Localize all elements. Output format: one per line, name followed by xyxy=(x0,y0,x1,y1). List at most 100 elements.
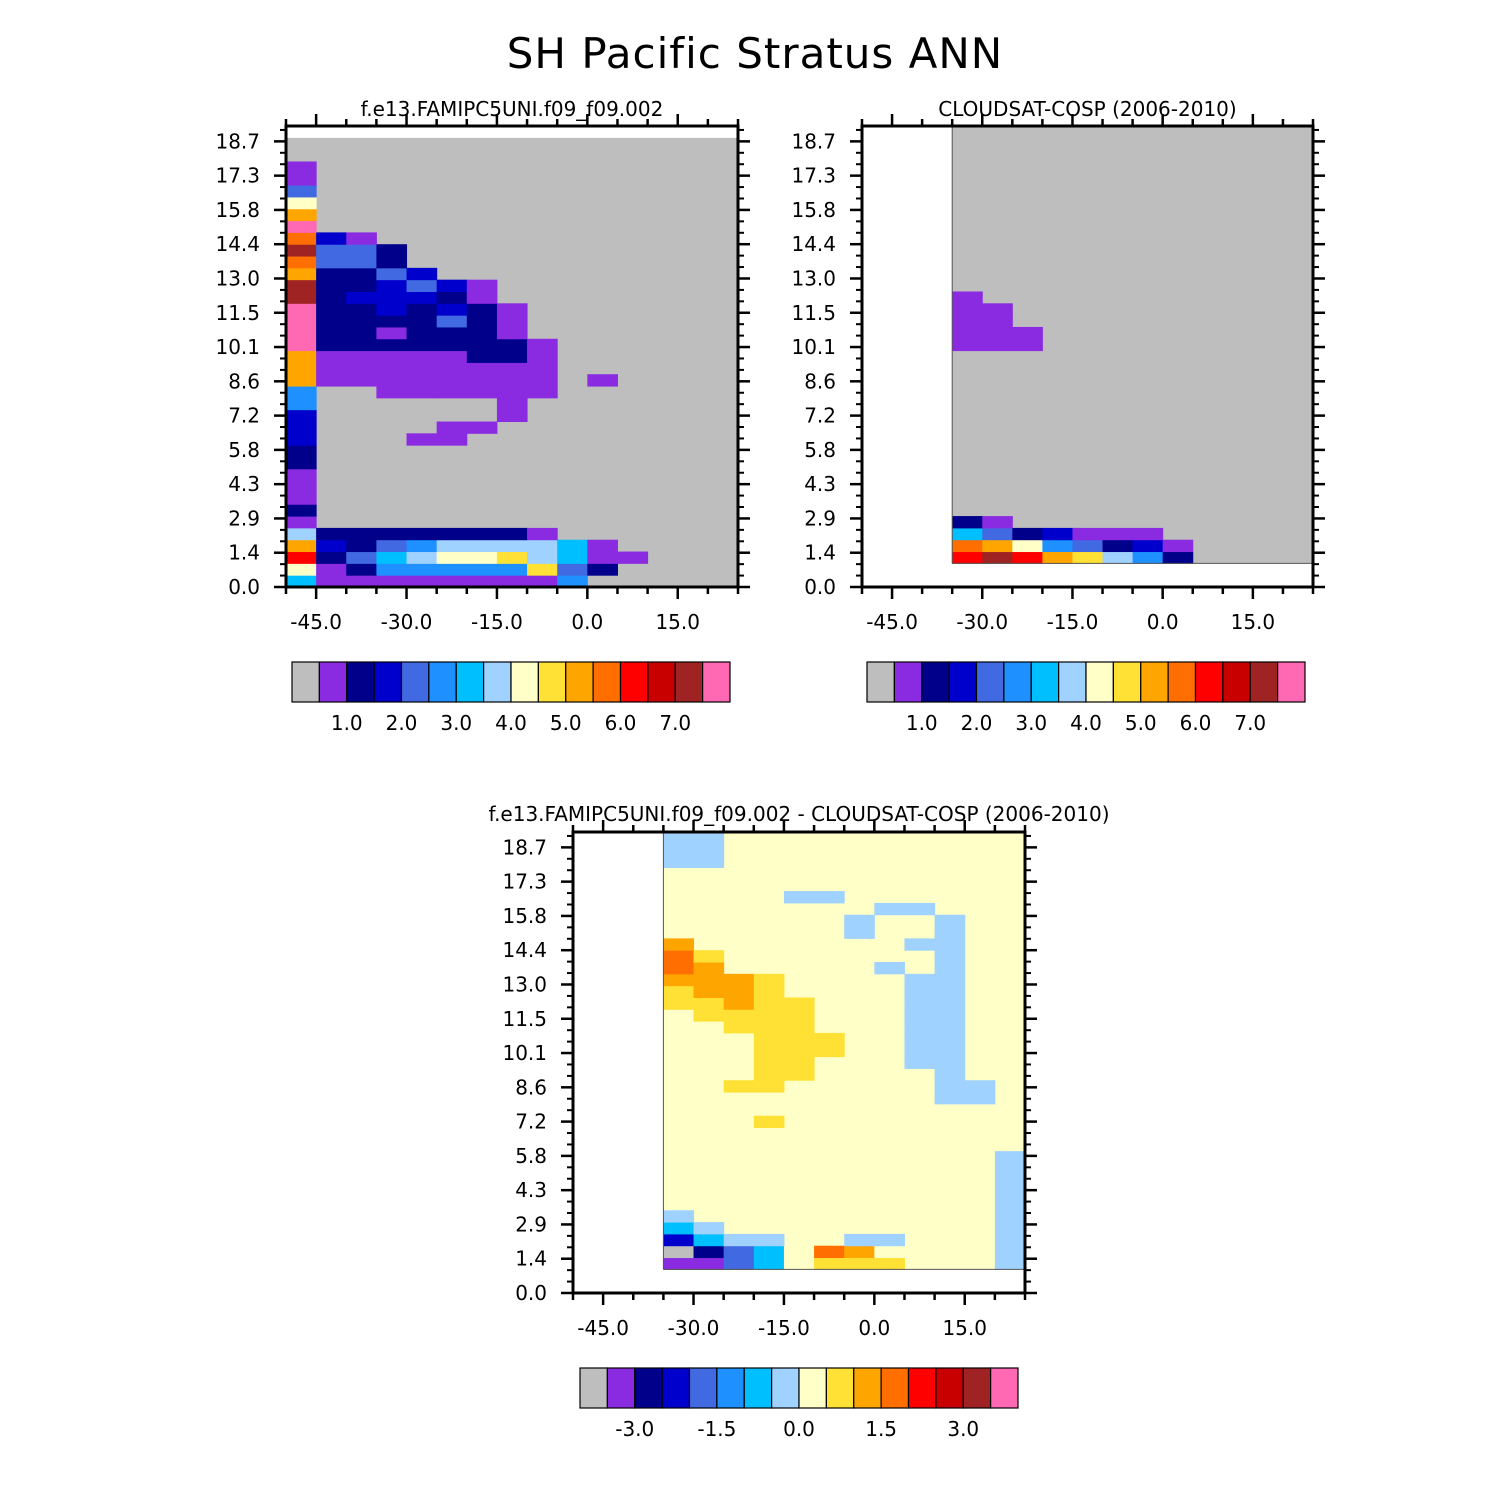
y-tick-label: 10.1 xyxy=(791,335,836,359)
y-tick-label: 10.1 xyxy=(502,1041,547,1065)
heatmap-cell xyxy=(286,563,317,576)
heatmap-cell xyxy=(436,291,468,304)
heatmap-cell xyxy=(316,315,438,328)
heatmap-cell xyxy=(286,551,317,564)
y-tick-label: 15.8 xyxy=(502,904,547,928)
heatmap-cell xyxy=(346,291,377,304)
heatmap-cell xyxy=(286,409,317,423)
heatmap-cell xyxy=(346,563,377,576)
colorbar-swatch xyxy=(702,661,731,703)
colorbar-swatch xyxy=(798,1367,827,1409)
colorbar-label: 3.0 xyxy=(1015,711,1047,735)
heatmap-cell xyxy=(496,539,528,553)
heatmap-cell xyxy=(466,539,498,553)
heatmap-cell xyxy=(316,350,468,363)
panel-title: f.e13.FAMIPC5UNI.f09_f09.002 xyxy=(361,97,664,121)
heatmap-cell xyxy=(904,973,966,987)
heatmap-cell xyxy=(934,950,966,963)
heatmap-cell xyxy=(316,362,558,375)
colorbar-swatch xyxy=(592,661,622,703)
colorbar-swatch xyxy=(606,1367,636,1409)
heatmap-cell xyxy=(316,244,377,257)
y-tick-label: 5.8 xyxy=(228,438,260,462)
heatmap-cell xyxy=(406,551,438,564)
heatmap-cell xyxy=(904,1021,966,1034)
colorbar-swatch xyxy=(346,661,375,703)
x-tick-label: -30.0 xyxy=(668,1316,720,1340)
heatmap-cell xyxy=(346,539,377,553)
y-tick-label: 8.6 xyxy=(228,369,260,393)
heatmap-cell xyxy=(982,516,1013,529)
heatmap-cell xyxy=(934,938,966,951)
colorbar-swatch xyxy=(962,1367,992,1409)
heatmap-cell xyxy=(663,950,695,963)
y-tick-label: 7.2 xyxy=(804,404,836,428)
x-tick-label: 15.0 xyxy=(942,1316,987,1340)
y-tick-label: 5.8 xyxy=(515,1144,547,1168)
colorbar-label: 5.0 xyxy=(550,711,582,735)
colorbar-label: 7.0 xyxy=(659,711,691,735)
heatmap-cell xyxy=(286,244,317,257)
heatmap-cell xyxy=(994,1222,1026,1235)
heatmap-cell xyxy=(286,374,317,387)
colorbar-swatch xyxy=(579,1367,608,1409)
heatmap-cell xyxy=(663,973,695,987)
y-tick-label: 1.4 xyxy=(228,541,260,565)
heatmap-cell xyxy=(723,1080,785,1093)
heatmap-cell xyxy=(753,1032,785,1046)
heatmap-cell xyxy=(693,962,725,975)
colorbar-swatch xyxy=(1222,661,1251,703)
heatmap-cell xyxy=(466,291,498,304)
heatmap-cell xyxy=(316,232,347,245)
heatmap-cell xyxy=(527,338,558,352)
heatmap-cell xyxy=(286,386,317,399)
y-tick-label: 18.7 xyxy=(791,129,836,153)
x-tick-label: -45.0 xyxy=(866,610,918,634)
heatmap-cell xyxy=(723,973,755,987)
y-tick-label: 7.2 xyxy=(228,404,260,428)
heatmap-cell xyxy=(663,1257,725,1270)
heatmap-cell xyxy=(376,386,438,399)
heatmap-cell xyxy=(286,279,317,292)
y-tick-label: 0.0 xyxy=(228,575,260,599)
heatmap-cell xyxy=(952,326,1043,340)
heatmap-cell xyxy=(783,891,845,904)
heatmap-cell xyxy=(693,1222,725,1235)
colorbar-swatch xyxy=(647,661,676,703)
heatmap-cell xyxy=(466,303,498,316)
heatmap-cell xyxy=(557,575,588,588)
heatmap-cell xyxy=(663,1245,695,1259)
heatmap-cell xyxy=(436,539,468,553)
heatmap-cell xyxy=(663,832,725,857)
heatmap-cell xyxy=(1162,551,1194,564)
colorbar-swatch xyxy=(373,661,403,703)
heatmap-cell xyxy=(934,1068,966,1081)
heatmap-cell xyxy=(1072,527,1104,541)
heatmap-cell xyxy=(814,1257,875,1270)
heatmap-cell xyxy=(723,1009,755,1022)
colorbar-label: 7.0 xyxy=(1234,711,1266,735)
heatmap-cell xyxy=(286,267,317,281)
y-tick-label: 4.3 xyxy=(515,1178,547,1202)
heatmap-cell xyxy=(286,256,317,269)
heatmap-cell xyxy=(286,504,317,517)
colorbar-label: 2.0 xyxy=(961,711,993,735)
heatmap-cell xyxy=(663,938,695,951)
heatmap-cell xyxy=(934,962,966,975)
heatmap-cell xyxy=(376,563,528,576)
heatmap-cell xyxy=(723,997,755,1010)
plot-frame xyxy=(571,830,1027,1295)
heatmap-cell xyxy=(286,456,317,470)
heatmap-cell xyxy=(436,315,468,328)
heatmap-cell xyxy=(693,1233,725,1247)
heatmap-cell xyxy=(874,902,936,916)
heatmap-cell xyxy=(994,1186,1026,1199)
colorbar-swatch xyxy=(853,1367,882,1409)
colorbar-swatch xyxy=(880,1367,910,1409)
heatmap-cell xyxy=(406,433,468,446)
heatmap-cell xyxy=(753,985,785,998)
heatmap-cell xyxy=(286,397,317,411)
heatmap-cell xyxy=(693,985,725,998)
heatmap-cell xyxy=(874,1257,905,1270)
colorbar-label: 1.0 xyxy=(331,711,363,735)
